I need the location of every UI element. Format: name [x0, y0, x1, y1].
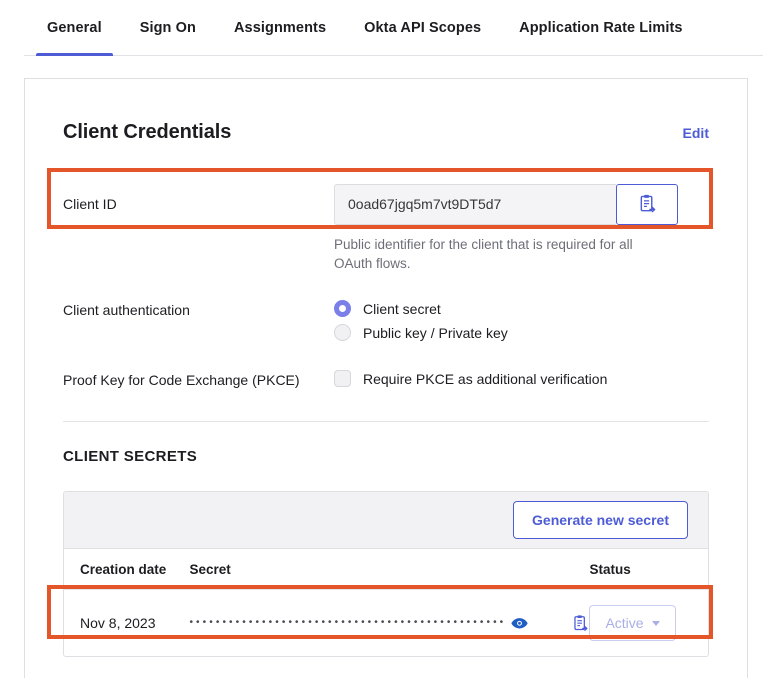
- tab-application-rate-limits-label: Application Rate Limits: [519, 20, 683, 36]
- reveal-secret-button[interactable]: [511, 617, 529, 630]
- client-secrets-panel: Generate new secret Creation date Secret…: [63, 491, 709, 657]
- client-id-help-text: Public identifier for the client that is…: [334, 237, 633, 271]
- status-dropdown[interactable]: Active: [589, 605, 676, 641]
- eye-icon: [511, 617, 529, 629]
- column-header-creation-date: Creation date: [64, 549, 190, 590]
- client-secrets-table: Creation date Secret Status Nov 8, 2023 …: [64, 549, 708, 656]
- tab-general-label: General: [47, 20, 102, 36]
- column-header-status: Status: [589, 549, 708, 590]
- copy-secret-button[interactable]: [572, 614, 589, 633]
- client-secrets-title: CLIENT SECRETS: [63, 448, 198, 465]
- pkce-label: Proof Key for Code Exchange (PKCE): [63, 372, 300, 388]
- client-authentication-label: Client authentication: [63, 302, 190, 318]
- tab-assignments-label: Assignments: [233, 20, 327, 36]
- cell-secret: ••••••••••••••••••••••••••••••••••••••••…: [189, 590, 589, 657]
- section-header: Client Credentials Edit: [63, 79, 709, 144]
- radio-client-secret-label: Client secret: [363, 300, 441, 317]
- tab-sign-on-label: Sign On: [139, 20, 196, 36]
- table-row: Nov 8, 2023 ••••••••••••••••••••••••••••…: [64, 590, 708, 657]
- client-authentication-options: Client secret Public key / Private key: [334, 300, 709, 341]
- tab-bar: General Sign On Assignments Okta API Sco…: [0, 0, 763, 56]
- status-badge: Active: [605, 615, 644, 631]
- tab-list: General Sign On Assignments Okta API Sco…: [28, 0, 702, 56]
- tab-application-rate-limits[interactable]: Application Rate Limits: [500, 0, 701, 56]
- tab-bar-divider: [24, 55, 763, 56]
- edit-link[interactable]: Edit: [682, 125, 709, 141]
- client-authentication-row: Client authentication Client secret Publ…: [63, 300, 709, 341]
- tab-okta-api-scopes-label: Okta API Scopes: [364, 20, 482, 36]
- radio-public-private-key[interactable]: Public key / Private key: [334, 324, 709, 341]
- radio-client-secret[interactable]: Client secret: [334, 300, 709, 317]
- client-id-field: 0oad67jgq5m7vt9DT5d7: [334, 183, 709, 225]
- column-header-secret: Secret: [189, 549, 590, 590]
- section-divider: [63, 421, 709, 422]
- table-header-row: Creation date Secret Status: [64, 549, 708, 590]
- pkce-option-label: Require PKCE as additional verification: [363, 370, 608, 387]
- secret-masked-value: ••••••••••••••••••••••••••••••••••••••••…: [189, 618, 506, 628]
- copy-client-id-button[interactable]: [616, 183, 678, 225]
- radio-selected-icon: [334, 300, 351, 317]
- checkbox-unchecked-icon: [334, 370, 351, 387]
- clipboard-copy-icon: [574, 614, 588, 631]
- radio-unselected-icon: [334, 324, 351, 341]
- tab-sign-on[interactable]: Sign On: [121, 0, 215, 56]
- client-id-row: Client ID 0oad67jgq5m7vt9DT5d7: [63, 182, 709, 226]
- radio-public-private-key-label: Public key / Private key: [363, 324, 508, 341]
- pkce-row: Proof Key for Code Exchange (PKCE) Requi…: [63, 370, 709, 390]
- cell-creation-date: Nov 8, 2023: [80, 615, 156, 631]
- clipboard-copy-icon: [640, 194, 655, 213]
- chevron-down-icon: [651, 620, 660, 626]
- page-title: Client Credentials: [63, 121, 232, 143]
- cell-status: Active: [589, 590, 708, 657]
- client-id-label: Client ID: [63, 196, 117, 212]
- client-id-input[interactable]: 0oad67jgq5m7vt9DT5d7: [334, 183, 616, 225]
- tab-okta-api-scopes[interactable]: Okta API Scopes: [345, 0, 500, 56]
- tab-assignments[interactable]: Assignments: [215, 0, 345, 56]
- pkce-option: Require PKCE as additional verification: [334, 370, 709, 387]
- generate-new-secret-button[interactable]: Generate new secret: [513, 501, 688, 539]
- tab-general[interactable]: General: [28, 0, 121, 56]
- client-secrets-toolbar: Generate new secret: [64, 492, 708, 549]
- checkbox-require-pkce[interactable]: Require PKCE as additional verification: [334, 370, 709, 387]
- client-credentials-card: Client Credentials Edit Client ID 0oad67…: [24, 78, 748, 678]
